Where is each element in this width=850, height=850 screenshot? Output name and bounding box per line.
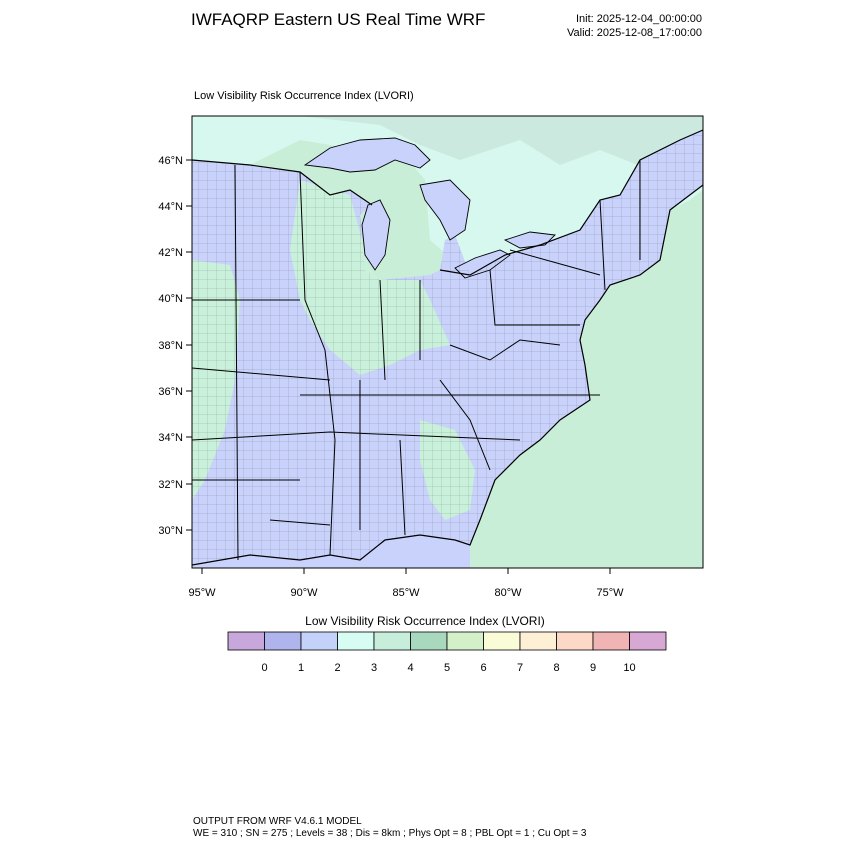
colorbar-label: 3 bbox=[370, 662, 378, 674]
state-borders bbox=[192, 160, 641, 561]
init-time: Init: 2025-12-04_00:00:00 bbox=[576, 13, 702, 25]
colorbar-label: 9 bbox=[589, 662, 597, 674]
colorbar-swatch bbox=[373, 631, 411, 651]
lake-erie bbox=[455, 250, 510, 278]
colorbar-swatch bbox=[556, 631, 594, 651]
lake-huron bbox=[420, 180, 470, 240]
lon-label-85: 85°W bbox=[392, 587, 420, 599]
lon-label-75: 75°W bbox=[596, 587, 624, 599]
lat-label-34: 34°N bbox=[158, 432, 183, 444]
colorbar-label: 4 bbox=[407, 662, 414, 674]
lat-label-36: 36°N bbox=[158, 386, 183, 398]
lat-label-30: 30°N bbox=[158, 525, 183, 537]
map-frame bbox=[191, 115, 704, 569]
colorbar-swatch bbox=[592, 631, 630, 651]
plot-title: Low Visibility Risk Occurrence Index (LV… bbox=[194, 90, 414, 102]
footer-model-line: OUTPUT FROM WRF V4.6.1 MODEL bbox=[193, 816, 362, 827]
colorbar-label: 10 bbox=[623, 662, 636, 674]
lon-label-80: 80°W bbox=[494, 587, 522, 599]
lon-label-90: 90°W bbox=[290, 587, 318, 599]
colorbar-title: Low Visibility Risk Occurrence Index (LV… bbox=[305, 614, 545, 628]
colorbar-label: 0 bbox=[261, 662, 268, 674]
colorbar-swatch bbox=[483, 631, 521, 651]
colorbar bbox=[227, 631, 667, 651]
colorbar-swatch bbox=[337, 631, 375, 651]
colorbar-swatch bbox=[300, 631, 338, 651]
lon-label-95: 95°W bbox=[188, 587, 216, 599]
lat-label-46: 46°N bbox=[158, 155, 183, 167]
colorbar-label: 7 bbox=[516, 662, 524, 674]
colorbar-swatch bbox=[410, 631, 448, 651]
map-area bbox=[192, 116, 703, 568]
colorbar-swatch bbox=[227, 631, 265, 651]
colorbar-label: 8 bbox=[553, 662, 560, 674]
lake-michigan bbox=[362, 200, 390, 270]
lat-label-32: 32°N bbox=[158, 479, 183, 491]
lat-label-44: 44°N bbox=[158, 201, 183, 213]
colorbar-swatch bbox=[519, 631, 557, 651]
valid-time: Valid: 2025-12-08_17:00:00 bbox=[567, 27, 702, 39]
colorbar-label: 5 bbox=[443, 662, 451, 674]
colorbar-label: 6 bbox=[480, 662, 487, 674]
colorbar-swatch bbox=[264, 631, 302, 651]
lon-axis: 95°W 90°W 85°W 80°W 75°W bbox=[188, 568, 624, 599]
gulf-water bbox=[192, 535, 470, 568]
lake-outlines bbox=[303, 137, 556, 279]
colorbar-label: 2 bbox=[334, 662, 341, 674]
colorbar-swatch bbox=[629, 631, 667, 651]
canada-shading bbox=[300, 116, 703, 170]
coastline bbox=[192, 184, 703, 566]
colorbar-swatch bbox=[446, 631, 484, 651]
main-title: IWFAQRP Eastern US Real Time WRF bbox=[191, 10, 486, 29]
lat-label-42: 42°N bbox=[158, 247, 183, 259]
footer-config-line: WE = 310 ; SN = 275 ; Levels = 38 ; Dis … bbox=[193, 828, 587, 839]
lat-label-38: 38°N bbox=[158, 340, 183, 352]
canada-us-border bbox=[192, 129, 703, 276]
colorbar-label: 1 bbox=[297, 662, 305, 674]
county-borders bbox=[192, 130, 703, 565]
lat-label-40: 40°N bbox=[158, 293, 183, 305]
lat-axis: 46°N 44°N 42°N 40°N 38°N 36°N 34°N 32°N … bbox=[158, 155, 192, 537]
